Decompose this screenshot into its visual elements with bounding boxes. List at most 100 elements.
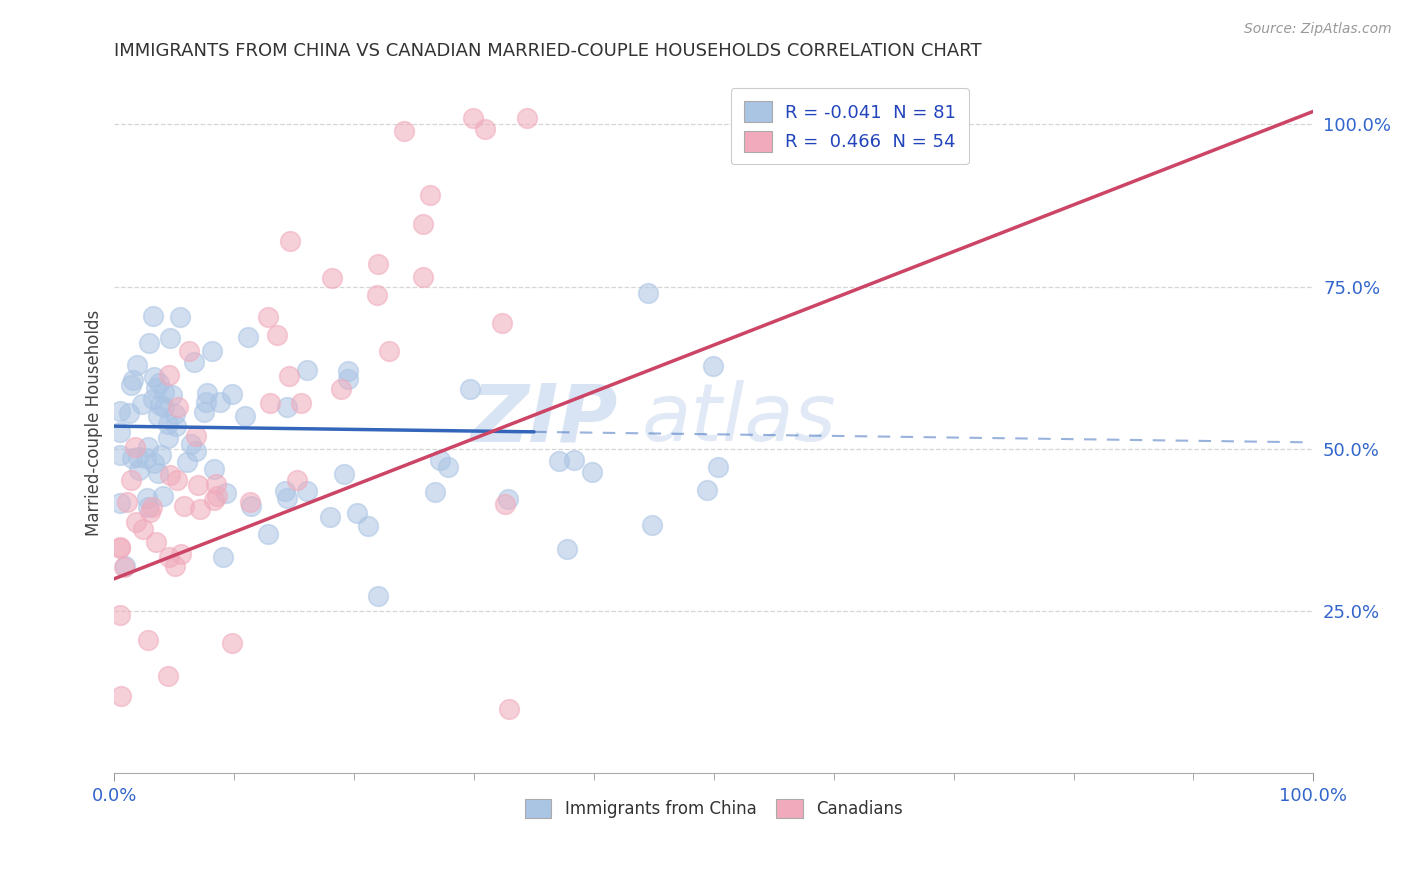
- Point: [132, 522, 155, 536]
- Point: [177, 343, 200, 358]
- Point: [702, 359, 724, 373]
- Point: [555, 541, 578, 556]
- Point: [110, 496, 132, 510]
- Point: [498, 701, 520, 715]
- Point: [212, 550, 235, 565]
- Point: [110, 540, 132, 554]
- Point: [110, 448, 132, 462]
- Point: [194, 394, 217, 409]
- Point: [157, 368, 180, 382]
- Point: [135, 450, 157, 465]
- Point: [266, 328, 288, 343]
- Point: [125, 359, 148, 373]
- Y-axis label: Married-couple Households: Married-couple Households: [86, 310, 103, 536]
- Point: [276, 401, 298, 415]
- Point: [136, 500, 159, 514]
- Point: [240, 499, 263, 513]
- Point: [205, 489, 228, 503]
- Point: [215, 486, 238, 500]
- Point: [145, 534, 167, 549]
- Point: [581, 465, 603, 479]
- Point: [127, 450, 149, 464]
- Point: [159, 467, 181, 482]
- Point: [461, 111, 484, 125]
- Point: [295, 363, 318, 377]
- Point: [337, 372, 360, 386]
- Point: [256, 310, 278, 325]
- Point: [458, 382, 481, 396]
- Point: [180, 437, 202, 451]
- Point: [165, 407, 187, 421]
- Point: [425, 485, 447, 500]
- Point: [159, 331, 181, 345]
- Point: [124, 440, 146, 454]
- Point: [285, 473, 308, 487]
- Legend: Immigrants from China, Canadians: Immigrants from China, Canadians: [517, 792, 910, 825]
- Point: [142, 309, 165, 323]
- Point: [118, 406, 141, 420]
- Point: [110, 403, 132, 417]
- Point: [157, 669, 180, 683]
- Point: [131, 397, 153, 411]
- Point: [153, 385, 176, 400]
- Point: [145, 381, 167, 395]
- Point: [437, 460, 460, 475]
- Point: [367, 256, 389, 270]
- Point: [141, 500, 163, 514]
- Point: [125, 516, 148, 530]
- Point: [176, 455, 198, 469]
- Point: [562, 453, 585, 467]
- Point: [516, 111, 538, 125]
- Point: [186, 444, 208, 458]
- Point: [221, 387, 243, 401]
- Point: [202, 462, 225, 476]
- Text: ZIP: ZIP: [471, 380, 617, 458]
- Point: [170, 547, 193, 561]
- Point: [121, 451, 143, 466]
- Point: [150, 448, 173, 462]
- Point: [160, 388, 183, 402]
- Point: [152, 490, 174, 504]
- Point: [165, 419, 187, 434]
- Text: atlas: atlas: [643, 380, 837, 458]
- Point: [193, 405, 215, 419]
- Point: [201, 343, 224, 358]
- Point: [136, 633, 159, 648]
- Point: [276, 491, 298, 506]
- Point: [142, 392, 165, 406]
- Point: [156, 431, 179, 445]
- Point: [367, 589, 389, 603]
- Point: [110, 541, 132, 556]
- Point: [337, 363, 360, 377]
- Point: [256, 526, 278, 541]
- Point: [637, 286, 659, 301]
- Point: [183, 355, 205, 369]
- Point: [136, 440, 159, 454]
- Point: [290, 396, 312, 410]
- Point: [169, 310, 191, 324]
- Point: [167, 400, 190, 414]
- Point: [186, 428, 208, 442]
- Point: [120, 378, 142, 392]
- Point: [114, 558, 136, 573]
- Point: [173, 499, 195, 513]
- Point: [143, 456, 166, 470]
- Point: [142, 369, 165, 384]
- Point: [112, 559, 135, 574]
- Point: [202, 492, 225, 507]
- Point: [110, 607, 132, 622]
- Point: [278, 234, 301, 248]
- Point: [128, 462, 150, 476]
- Point: [110, 689, 132, 703]
- Point: [156, 417, 179, 432]
- Point: [494, 497, 516, 511]
- Point: [346, 506, 368, 520]
- Point: [274, 483, 297, 498]
- Point: [239, 495, 262, 509]
- Point: [205, 477, 228, 491]
- Point: [146, 409, 169, 423]
- Point: [277, 369, 299, 384]
- Point: [392, 124, 415, 138]
- Point: [188, 502, 211, 516]
- Point: [115, 495, 138, 509]
